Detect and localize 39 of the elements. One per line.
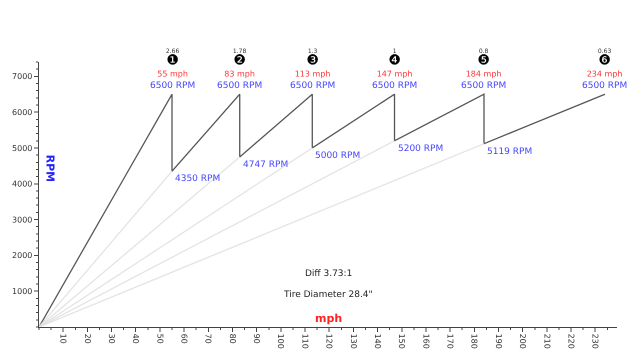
annotation: 5200 RPM (398, 144, 444, 154)
x-tick-label: 140 (372, 334, 382, 349)
x-tick-label: 150 (397, 334, 406, 349)
y-tick-label: 2000 (12, 251, 32, 260)
annotation: 4747 RPM (243, 160, 288, 170)
y-tick-label: 6000 (12, 108, 32, 117)
x-tick-label: 120 (324, 334, 334, 349)
x-tick-label: 110 (300, 334, 310, 349)
y-tick-label: 4000 (12, 180, 32, 189)
x-tick-label: 40 (131, 334, 140, 344)
x-tick-label: 20 (82, 334, 92, 344)
x-tick-label: 10 (58, 334, 68, 344)
x-tick-label: 220 (566, 334, 576, 349)
x-tick-label: 180 (470, 334, 479, 349)
x-tick-label: 200 (518, 334, 528, 349)
x-tick-label: 50 (155, 334, 164, 344)
x-tick-label: 70 (204, 334, 213, 344)
annotation: Tire Diameter 28.4" (283, 290, 373, 300)
annotation: Diff 3.73:1 (305, 269, 352, 279)
x-tick-label: 170 (446, 334, 455, 349)
x-tick-label: 90 (252, 334, 262, 344)
x-tick-label: 230 (590, 334, 600, 349)
y-tick-label: 7000 (12, 72, 32, 82)
x-tick-label: 130 (348, 334, 358, 349)
x-axis-title: mph (315, 312, 342, 325)
y-tick-label: 5000 (12, 144, 32, 153)
annotation: 4350 RPM (175, 174, 220, 184)
x-tick-label: 100 (276, 334, 286, 349)
annotation: 5119 RPM (487, 147, 532, 157)
x-tick-label: 190 (494, 334, 503, 349)
x-tick-label: 30 (106, 334, 116, 344)
x-tick-label: 60 (180, 334, 188, 344)
annotation: 5000 RPM (315, 151, 360, 161)
y-tick-label: 1000 (12, 286, 32, 296)
y-axis-title: RPM (43, 154, 56, 182)
y-tick-label: 3000 (12, 215, 32, 224)
x-tick-label: 210 (542, 334, 552, 349)
x-tick-label: 80 (228, 334, 237, 344)
x-tick-label: 160 (421, 334, 430, 349)
